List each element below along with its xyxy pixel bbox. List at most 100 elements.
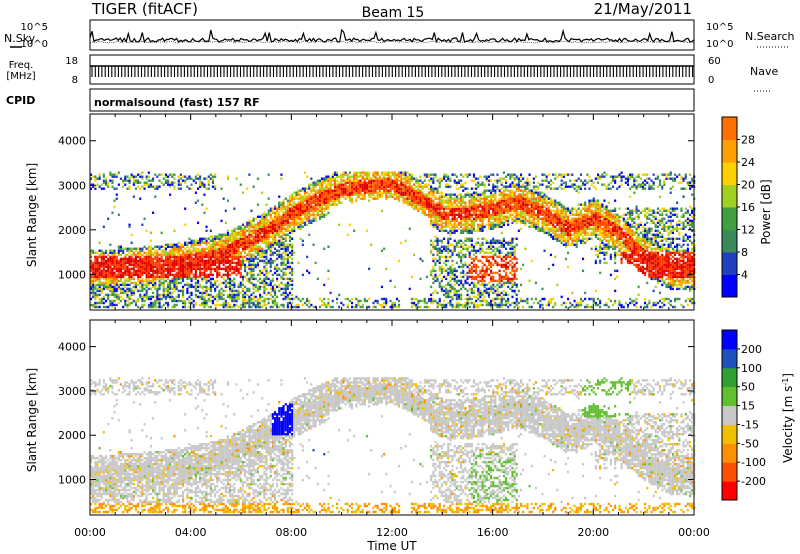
power-cell [188,248,190,250]
power-cell [238,254,240,256]
power-cell [199,284,201,286]
power-cell [167,254,169,256]
power-cell [477,224,479,226]
power-cell [212,296,214,298]
power-cell [139,248,141,250]
power-cell [456,176,458,178]
power-cell [120,258,122,260]
power-cell [244,298,246,300]
power-cell [475,188,477,190]
power-cell [233,282,235,284]
power-cell [467,174,469,176]
power-cell [186,186,188,188]
power-cell [111,174,113,176]
power-cell [306,304,308,306]
power-cell [460,256,462,258]
power-cell [99,262,101,264]
power-cell [452,304,454,306]
power-cell [208,188,210,190]
power-cell [268,292,270,294]
power-cell [473,276,475,278]
power-cell [287,234,289,236]
power-cell [289,302,291,304]
power-cell [118,284,120,286]
power-cell [101,254,103,256]
power-cell [283,298,285,300]
power-cell [302,240,304,242]
power-cell [300,190,302,192]
power-cell [415,298,417,300]
power-cell [372,172,374,174]
power-cell [370,178,372,180]
power-cell [178,188,180,190]
power-cell [163,304,165,306]
power-cell [120,300,122,302]
power-cell [161,246,163,248]
power-cell [306,188,308,190]
power-cell [231,306,233,308]
power-cell [291,204,293,206]
power-cell [482,242,484,244]
power-cell [449,300,451,302]
power-cell [265,262,267,264]
power-cell [317,210,319,212]
power-cell [178,176,180,178]
power-cell [342,180,344,182]
power-cell [244,226,246,228]
power-cell [165,244,167,246]
power-cell [445,212,447,214]
power-cell [214,304,216,306]
power-cell [178,246,180,248]
power-cell [283,212,285,214]
power-cell [360,198,362,200]
power-cell [308,300,310,302]
power-cell [259,260,261,262]
power-cell [221,282,223,284]
power-cell [458,240,460,242]
power-cell [432,174,434,176]
power-cell [233,304,235,306]
power-cell [225,290,227,292]
power-cell [426,184,428,186]
power-cell [229,294,231,296]
power-cell [488,242,490,244]
power-cell [479,184,481,186]
power-cell [178,242,180,244]
power-cell [176,268,178,270]
power-cell [364,172,366,174]
power-cell [257,298,259,300]
power-cell [124,184,126,186]
power-cell [255,284,257,286]
power-cell [214,280,216,282]
power-cell [159,186,161,188]
power-cell [193,240,195,242]
power-cell [454,194,456,196]
power-cell [462,190,464,192]
power-cell [434,280,436,282]
power-cell [212,300,214,302]
power-cell [484,296,486,298]
power-cell [413,254,415,256]
power-cell [357,176,359,178]
power-cell [327,302,329,304]
power-cell [357,172,359,174]
power-cell [197,222,199,224]
power-cell [422,210,424,212]
power-cell [347,304,349,306]
power-cell [362,176,364,178]
power-cell [462,254,464,256]
power-cell [385,268,387,270]
power-cell [274,212,276,214]
power-cell [490,252,492,254]
power-cell [208,274,210,276]
power-cell [250,264,252,266]
power-cell [263,250,265,252]
power-cell [496,262,498,264]
power-cell [439,196,441,198]
power-cell [287,294,289,296]
power-cell [475,304,477,306]
power-cell [304,222,306,224]
power-cell [144,280,146,282]
power-cell [197,200,199,202]
power-cell [439,256,441,258]
